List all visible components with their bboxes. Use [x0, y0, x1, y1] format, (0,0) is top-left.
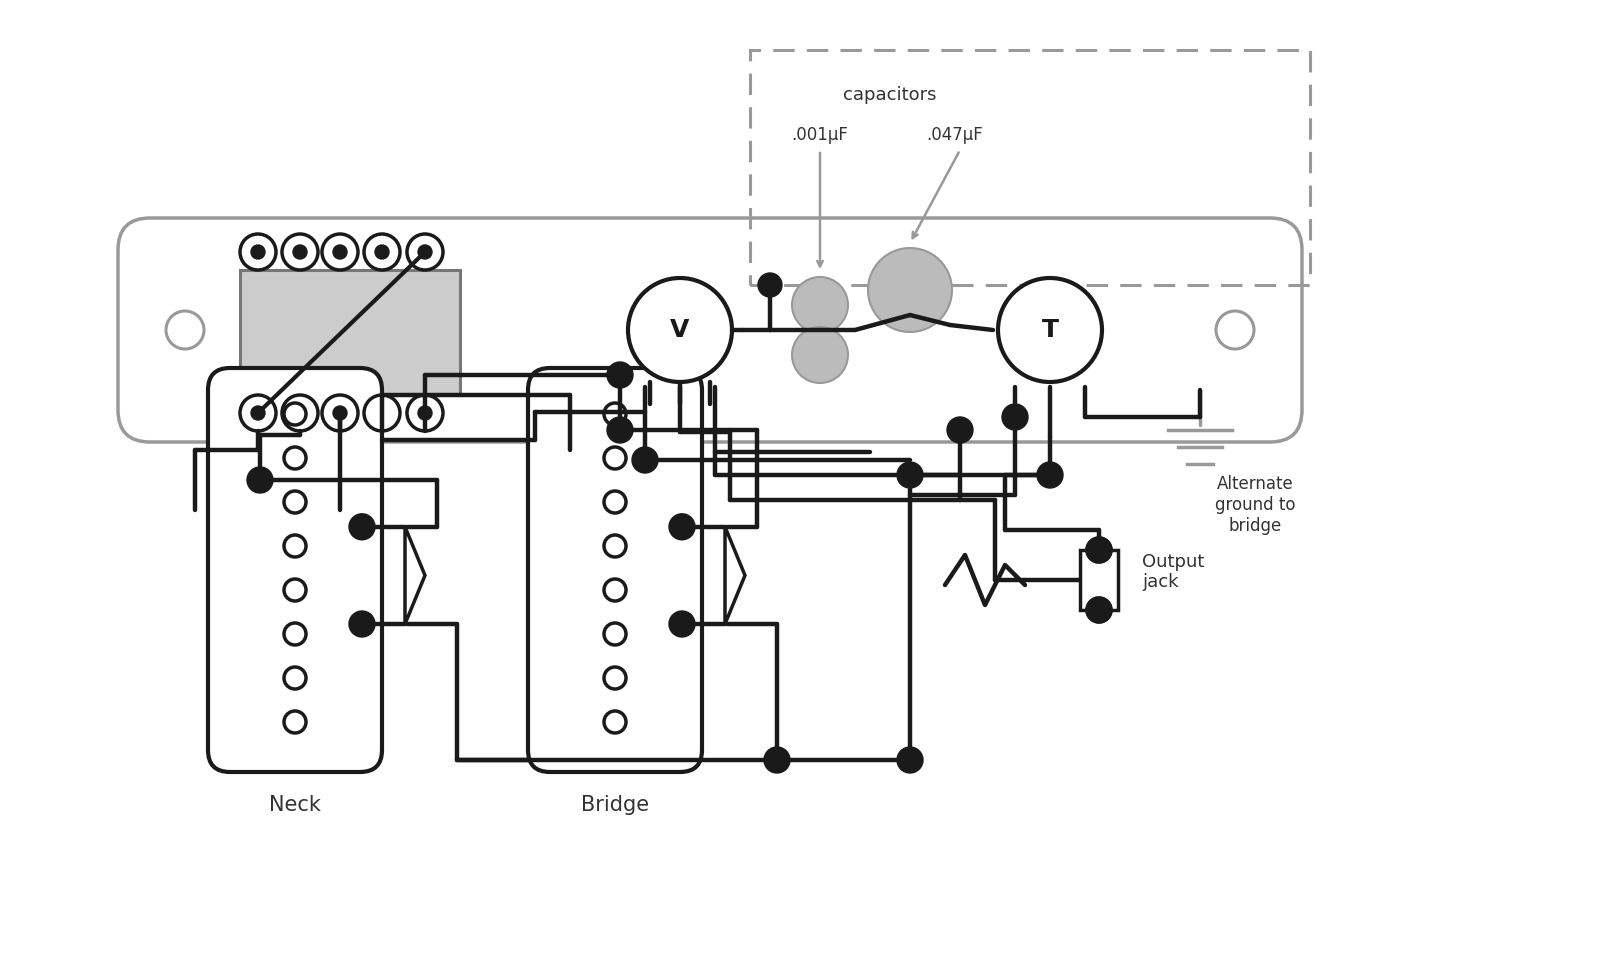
Circle shape — [605, 491, 626, 513]
Circle shape — [792, 277, 848, 333]
Circle shape — [349, 514, 374, 540]
Circle shape — [632, 447, 658, 473]
Circle shape — [605, 711, 626, 733]
Circle shape — [285, 667, 306, 689]
Circle shape — [285, 491, 306, 513]
Circle shape — [605, 579, 626, 601]
Circle shape — [1216, 311, 1254, 349]
Circle shape — [365, 395, 400, 431]
Circle shape — [285, 403, 306, 425]
Circle shape — [605, 535, 626, 557]
Circle shape — [867, 248, 952, 332]
FancyBboxPatch shape — [528, 368, 702, 772]
Circle shape — [322, 234, 358, 270]
Circle shape — [1086, 537, 1112, 563]
Circle shape — [285, 623, 306, 645]
Bar — [1080, 550, 1118, 610]
FancyBboxPatch shape — [208, 368, 382, 772]
Circle shape — [349, 611, 374, 637]
Text: Alternate
ground to
bridge: Alternate ground to bridge — [1214, 475, 1296, 535]
Circle shape — [166, 311, 205, 349]
Circle shape — [374, 245, 389, 259]
Text: capacitors: capacitors — [843, 86, 936, 104]
Circle shape — [1002, 404, 1027, 430]
Text: .001μF: .001μF — [792, 126, 848, 144]
Circle shape — [282, 395, 318, 431]
Circle shape — [240, 395, 277, 431]
Circle shape — [605, 403, 626, 425]
Circle shape — [898, 462, 923, 488]
FancyBboxPatch shape — [118, 218, 1302, 442]
Circle shape — [418, 406, 432, 420]
Circle shape — [1086, 597, 1112, 623]
Circle shape — [792, 327, 848, 383]
Circle shape — [333, 406, 347, 420]
Text: Bridge: Bridge — [581, 795, 650, 815]
Circle shape — [1086, 597, 1112, 623]
Circle shape — [606, 362, 634, 388]
Circle shape — [285, 579, 306, 601]
Circle shape — [758, 273, 782, 297]
Circle shape — [365, 234, 400, 270]
Circle shape — [606, 417, 634, 443]
Circle shape — [285, 447, 306, 469]
Circle shape — [333, 245, 347, 259]
Circle shape — [246, 467, 274, 493]
Text: Output
jack: Output jack — [1142, 553, 1205, 591]
Circle shape — [898, 747, 923, 773]
Circle shape — [240, 234, 277, 270]
Circle shape — [765, 747, 790, 773]
Text: T: T — [1042, 318, 1059, 342]
Circle shape — [285, 711, 306, 733]
Circle shape — [293, 245, 307, 259]
Circle shape — [1086, 537, 1112, 563]
Circle shape — [285, 535, 306, 557]
Text: V: V — [670, 318, 690, 342]
Circle shape — [251, 406, 266, 420]
Bar — [240, 270, 461, 395]
Circle shape — [669, 514, 694, 540]
Circle shape — [406, 395, 443, 431]
Circle shape — [251, 245, 266, 259]
Circle shape — [418, 245, 432, 259]
Text: .047μF: .047μF — [926, 126, 984, 144]
Circle shape — [998, 278, 1102, 382]
Circle shape — [605, 447, 626, 469]
Circle shape — [322, 395, 358, 431]
Text: Neck: Neck — [269, 795, 322, 815]
Bar — [750, 50, 1310, 285]
Circle shape — [1037, 462, 1062, 488]
Circle shape — [282, 234, 318, 270]
Circle shape — [669, 611, 694, 637]
Circle shape — [947, 417, 973, 443]
Circle shape — [627, 278, 733, 382]
Circle shape — [605, 667, 626, 689]
Circle shape — [605, 623, 626, 645]
Circle shape — [406, 234, 443, 270]
